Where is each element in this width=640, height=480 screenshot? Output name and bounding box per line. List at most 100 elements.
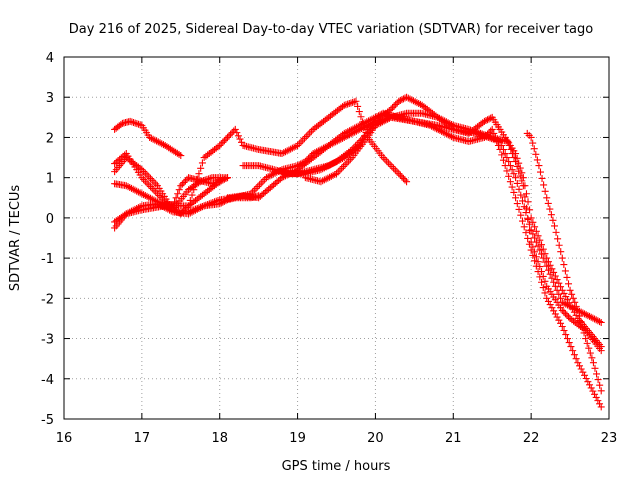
data-point xyxy=(217,140,225,148)
data-point xyxy=(592,316,600,324)
data-point xyxy=(399,95,407,103)
data-point xyxy=(535,162,543,170)
data-point xyxy=(177,182,185,190)
data-point xyxy=(152,188,160,196)
data-point xyxy=(297,138,305,146)
data-point xyxy=(141,169,149,177)
data-point xyxy=(591,364,599,372)
data-point xyxy=(526,206,534,214)
data-point xyxy=(496,146,504,154)
x-tick-label: 19 xyxy=(289,431,306,446)
data-point xyxy=(254,183,262,191)
series-4 xyxy=(111,174,224,210)
data-point xyxy=(586,381,594,389)
data-point xyxy=(555,316,563,324)
data-point xyxy=(195,170,203,178)
data-point xyxy=(552,228,560,236)
data-point xyxy=(584,378,592,386)
data-point xyxy=(171,198,179,206)
data-point xyxy=(538,268,546,276)
data-point xyxy=(467,126,475,134)
data-point xyxy=(259,177,267,185)
series-12 xyxy=(523,129,605,395)
data-point xyxy=(536,168,544,176)
data-point xyxy=(302,133,310,141)
data-point xyxy=(568,290,576,298)
data-point xyxy=(468,127,476,135)
data-point xyxy=(506,178,514,186)
series-9 xyxy=(224,109,605,411)
data-point xyxy=(384,159,392,167)
data-point xyxy=(396,171,404,179)
data-point xyxy=(355,108,363,116)
data-point xyxy=(580,329,588,337)
y-tick-label: 2 xyxy=(46,131,54,146)
data-point xyxy=(341,161,349,169)
data-point xyxy=(510,188,518,196)
series-1 xyxy=(111,117,185,160)
data-point xyxy=(567,343,575,351)
data-point xyxy=(185,208,193,216)
data-point xyxy=(597,403,605,411)
data-point xyxy=(505,172,513,180)
data-point xyxy=(448,133,456,141)
data-point xyxy=(436,127,444,135)
data-point xyxy=(391,166,399,174)
x-axis-label: GPS time / hours xyxy=(282,459,391,474)
data-point xyxy=(583,339,591,347)
y-axis-label: SDTVAR / TECUs xyxy=(8,185,23,292)
data-point xyxy=(395,97,403,105)
data-point xyxy=(480,131,488,139)
data-point xyxy=(307,127,315,135)
data-point xyxy=(587,313,595,321)
data-point xyxy=(516,172,524,180)
data-point xyxy=(541,250,549,258)
data-point xyxy=(181,177,189,185)
data-point xyxy=(428,122,436,130)
data-point xyxy=(216,178,224,186)
data-point xyxy=(579,368,587,376)
data-point xyxy=(117,121,125,129)
data-point xyxy=(589,314,597,322)
data-point xyxy=(551,222,558,230)
data-point xyxy=(220,197,228,205)
data-point xyxy=(220,137,228,145)
data-point xyxy=(555,279,563,287)
data-point xyxy=(186,207,194,215)
data-point xyxy=(563,273,571,281)
data-point xyxy=(304,131,312,139)
data-point xyxy=(131,119,139,127)
data-point xyxy=(565,339,573,347)
data-point xyxy=(527,214,535,222)
data-point xyxy=(470,127,478,135)
data-point xyxy=(521,193,529,201)
data-point xyxy=(582,335,590,343)
data-point xyxy=(536,263,544,271)
data-point xyxy=(236,135,244,143)
data-point xyxy=(396,96,404,104)
data-point xyxy=(539,284,547,292)
data-point xyxy=(191,180,199,188)
data-point xyxy=(507,146,515,154)
data-point xyxy=(538,241,546,249)
data-point xyxy=(549,216,557,224)
data-point xyxy=(515,159,523,167)
data-point xyxy=(557,319,565,327)
data-point xyxy=(175,150,183,158)
data-point xyxy=(557,283,565,291)
data-point xyxy=(193,175,201,183)
data-point xyxy=(224,133,231,141)
data-point xyxy=(438,127,446,135)
data-point xyxy=(300,134,308,142)
data-point xyxy=(398,173,406,181)
data-point xyxy=(444,131,452,139)
data-point xyxy=(518,177,526,185)
data-point xyxy=(534,232,542,240)
data-point xyxy=(198,159,206,167)
data-point xyxy=(190,206,198,214)
data-point xyxy=(587,384,595,392)
data-point xyxy=(371,113,379,121)
data-point xyxy=(398,96,406,104)
data-point xyxy=(505,158,513,166)
